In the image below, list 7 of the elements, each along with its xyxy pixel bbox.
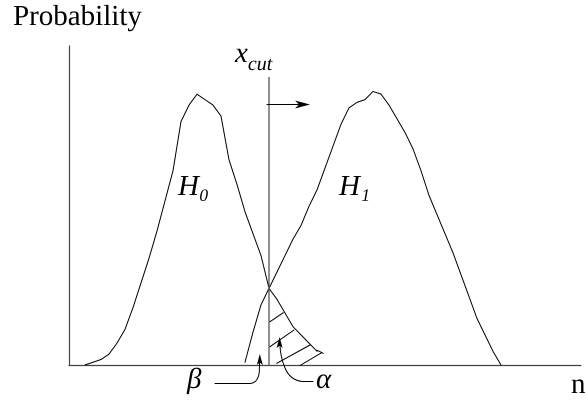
- annotation: α: [316, 363, 332, 396]
- y-axis-title: Probability: [13, 0, 142, 32]
- x-axis-title: n: [571, 368, 586, 400]
- series-label: H₀: [178, 170, 210, 202]
- series-label: H₁: [339, 170, 370, 202]
- annotation: β: [187, 363, 202, 396]
- text: x$_{cut}$: [235, 37, 272, 76]
